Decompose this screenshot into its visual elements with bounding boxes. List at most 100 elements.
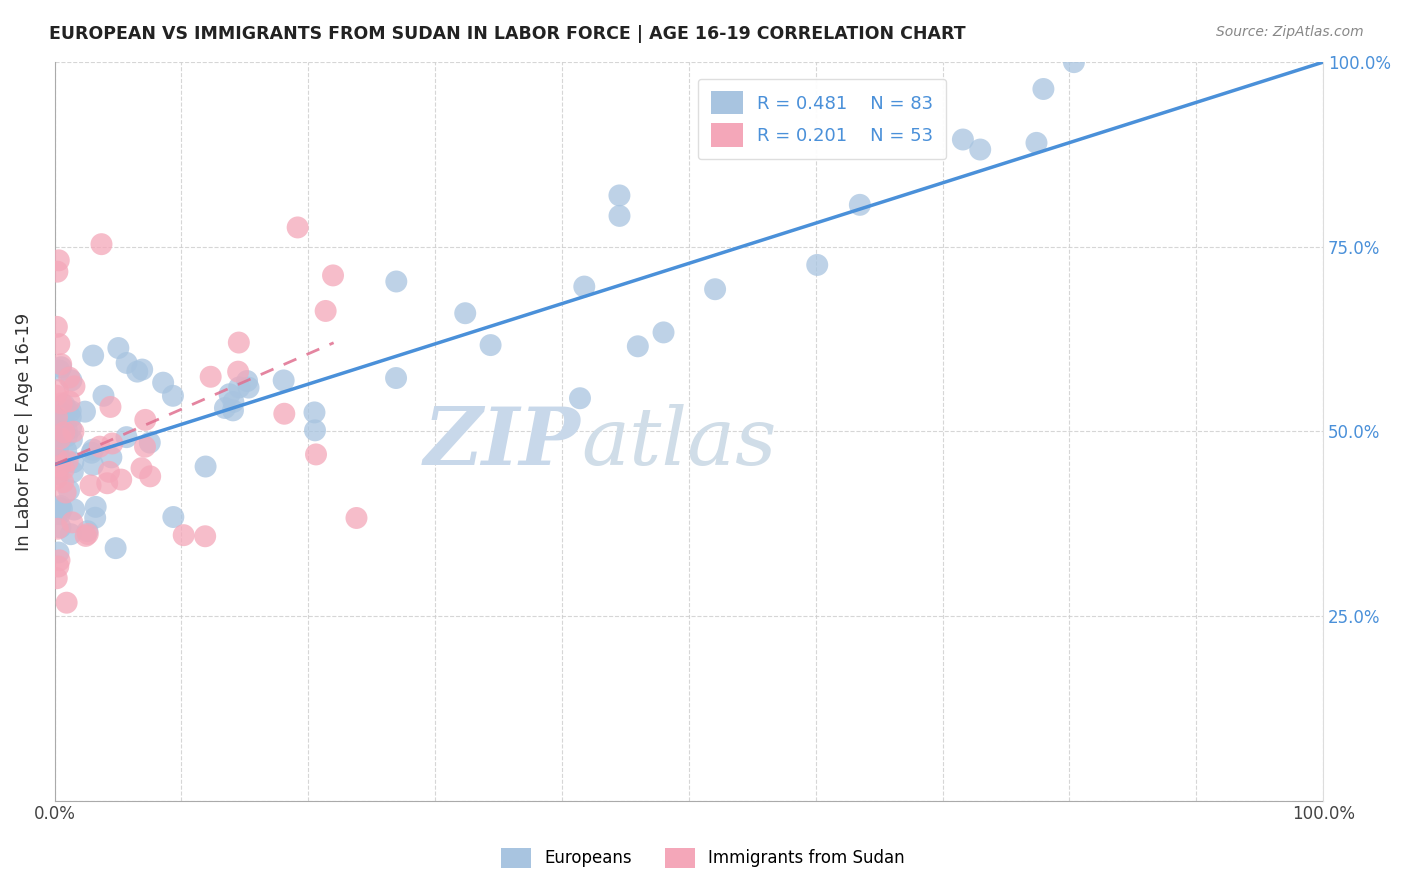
Point bbox=[226, 365, 249, 379]
Point bbox=[222, 395, 245, 409]
Point bbox=[53, 425, 76, 440]
Point bbox=[228, 335, 250, 350]
Point bbox=[73, 404, 96, 418]
Point bbox=[315, 304, 337, 318]
Point bbox=[62, 425, 84, 439]
Point bbox=[49, 430, 72, 444]
Point bbox=[1032, 82, 1054, 96]
Point bbox=[454, 306, 477, 320]
Point bbox=[55, 596, 77, 610]
Point bbox=[51, 502, 73, 516]
Point bbox=[58, 394, 80, 409]
Point bbox=[346, 511, 368, 525]
Point bbox=[304, 405, 326, 419]
Point bbox=[55, 422, 77, 436]
Point bbox=[76, 524, 98, 539]
Point bbox=[60, 421, 83, 435]
Point bbox=[134, 440, 156, 454]
Point bbox=[45, 319, 67, 334]
Point bbox=[48, 545, 70, 559]
Legend: Europeans, Immigrants from Sudan: Europeans, Immigrants from Sudan bbox=[494, 841, 912, 875]
Point bbox=[110, 473, 132, 487]
Point bbox=[55, 485, 77, 500]
Point bbox=[55, 429, 77, 443]
Point bbox=[173, 528, 195, 542]
Point bbox=[56, 403, 79, 417]
Point bbox=[238, 381, 260, 395]
Point bbox=[627, 339, 650, 353]
Point bbox=[63, 379, 86, 393]
Point bbox=[84, 500, 107, 514]
Point bbox=[48, 553, 70, 567]
Point bbox=[127, 365, 149, 379]
Point bbox=[56, 454, 79, 468]
Point bbox=[62, 465, 84, 479]
Point bbox=[139, 469, 162, 483]
Point bbox=[89, 440, 111, 454]
Point bbox=[98, 465, 121, 479]
Point bbox=[194, 459, 217, 474]
Point bbox=[385, 275, 408, 289]
Point bbox=[574, 279, 596, 293]
Point bbox=[46, 467, 69, 482]
Point bbox=[45, 571, 67, 585]
Point bbox=[385, 371, 408, 385]
Point bbox=[228, 380, 250, 394]
Point bbox=[134, 413, 156, 427]
Point bbox=[46, 448, 69, 462]
Point bbox=[162, 510, 184, 524]
Point bbox=[46, 451, 69, 466]
Point bbox=[63, 502, 86, 516]
Point bbox=[48, 439, 70, 453]
Point bbox=[82, 442, 104, 457]
Point bbox=[322, 268, 344, 283]
Point bbox=[51, 396, 73, 410]
Text: Source: ZipAtlas.com: Source: ZipAtlas.com bbox=[1216, 25, 1364, 39]
Point bbox=[46, 265, 69, 279]
Point bbox=[59, 410, 82, 425]
Point bbox=[76, 527, 98, 541]
Point bbox=[93, 389, 115, 403]
Point bbox=[49, 507, 72, 521]
Point bbox=[952, 132, 974, 146]
Point bbox=[115, 430, 138, 444]
Point bbox=[48, 447, 70, 461]
Point bbox=[46, 472, 69, 486]
Point bbox=[52, 475, 75, 489]
Point bbox=[58, 483, 80, 498]
Point bbox=[273, 373, 295, 387]
Point bbox=[46, 383, 69, 397]
Point bbox=[46, 522, 69, 536]
Point bbox=[48, 403, 70, 417]
Point bbox=[84, 510, 107, 524]
Point bbox=[305, 447, 328, 461]
Point bbox=[152, 376, 174, 390]
Point bbox=[90, 237, 112, 252]
Point bbox=[46, 410, 69, 425]
Point bbox=[59, 404, 82, 418]
Point bbox=[49, 520, 72, 534]
Point bbox=[104, 541, 127, 556]
Point bbox=[115, 356, 138, 370]
Point bbox=[214, 401, 236, 415]
Point bbox=[62, 455, 84, 469]
Point bbox=[200, 369, 222, 384]
Point bbox=[107, 341, 129, 355]
Point bbox=[287, 220, 309, 235]
Point bbox=[222, 403, 245, 417]
Point bbox=[45, 409, 67, 424]
Point bbox=[100, 450, 122, 465]
Point bbox=[101, 436, 124, 450]
Point bbox=[60, 373, 83, 387]
Point bbox=[704, 282, 727, 296]
Point bbox=[60, 433, 83, 447]
Point bbox=[131, 362, 153, 376]
Point bbox=[652, 326, 675, 340]
Point bbox=[569, 391, 592, 405]
Point bbox=[48, 253, 70, 268]
Point bbox=[609, 209, 631, 223]
Point bbox=[59, 527, 82, 541]
Point bbox=[52, 407, 75, 421]
Point bbox=[194, 529, 217, 543]
Point bbox=[48, 458, 70, 473]
